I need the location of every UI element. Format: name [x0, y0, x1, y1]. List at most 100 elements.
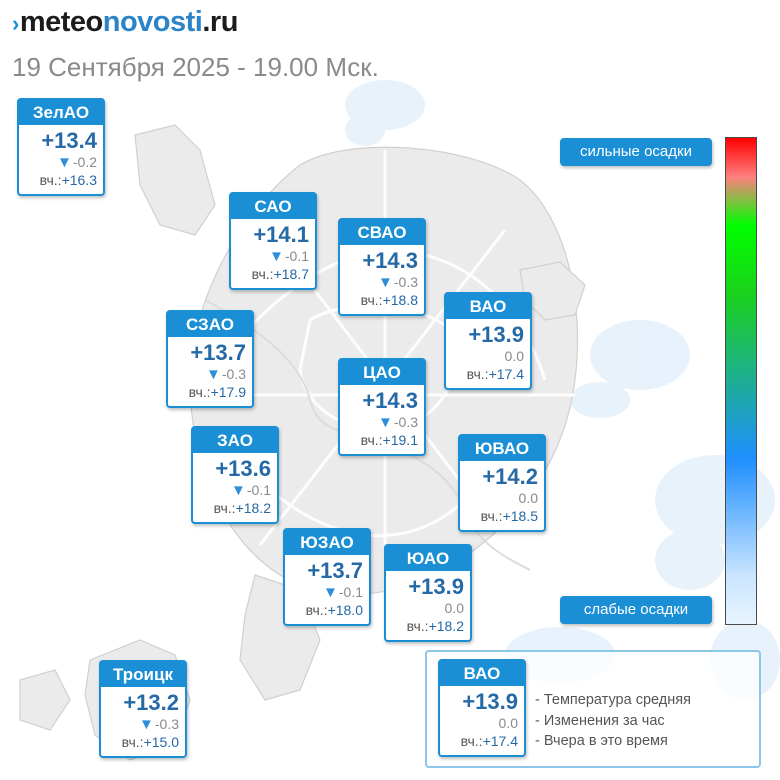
down-arrow-icon: ▼	[231, 482, 246, 499]
district-name: СВАО	[340, 220, 424, 245]
down-arrow-icon: ▼	[139, 716, 154, 733]
temperature-average: +13.2	[123, 690, 179, 715]
hourly-change-value: -0.3	[393, 274, 418, 290]
yesterday-value: +18.5	[502, 508, 538, 524]
district-card-vao[interactable]: ВАО +13.9 0.0 вч.:+17.4	[444, 292, 532, 390]
district-card-sao[interactable]: САО +14.1 ▼-0.1 вч.:+18.7	[229, 192, 317, 290]
hourly-change: ▼-0.3	[340, 414, 424, 431]
forecast-datetime: 19 Сентября 2025 - 19.00 Мск.	[12, 52, 379, 82]
hourly-change-value: 0.0	[504, 348, 524, 364]
yesterday-label: вч.:	[360, 292, 383, 308]
temperature-average: +13.9	[462, 689, 518, 714]
down-arrow-icon: ▼	[323, 584, 338, 601]
district-name: СЗАО	[168, 312, 252, 337]
site-logo[interactable]: ›meteonovosti.ru	[12, 6, 238, 39]
down-arrow-icon: ▼	[57, 154, 72, 171]
yesterday-label: вч.:	[251, 266, 274, 282]
legend-sample-card: ВАО +13.9 0.0 вч.:+17.4	[438, 659, 526, 757]
temperature-average: +14.3	[362, 248, 418, 273]
temperature-average: +14.1	[253, 222, 309, 247]
district-card-szao[interactable]: СЗАО +13.7 ▼-0.3 вч.:+17.9	[166, 310, 254, 408]
district-card-yuvao[interactable]: ЮВАО +14.2 0.0 вч.:+18.5	[458, 434, 546, 532]
yesterday-label: вч.:	[406, 618, 429, 634]
temperature-average: +13.9	[468, 322, 524, 347]
hourly-change-value: 0.0	[444, 600, 464, 616]
hourly-change-value: -0.1	[284, 248, 309, 264]
yesterday-row: вч.:+15.0	[101, 733, 185, 751]
yesterday-value: +18.8	[382, 292, 418, 308]
district-name: САО	[231, 194, 315, 219]
district-card-zelao[interactable]: ЗелАО +13.4 ▼-0.2 вч.:+16.3	[17, 98, 105, 196]
yesterday-value: +16.3	[61, 172, 97, 188]
district-name: ЮВАО	[460, 436, 544, 461]
hourly-change-value: -0.3	[154, 716, 179, 732]
yesterday-row: вч.:+17.4	[440, 732, 524, 750]
temperature-average: +14.2	[482, 464, 538, 489]
hourly-change-value: 0.0	[498, 715, 518, 731]
yesterday-value: +15.0	[143, 734, 179, 750]
hourly-change-value: -0.3	[393, 414, 418, 430]
yesterday-value: +18.2	[235, 500, 271, 516]
temperature-average: +13.9	[408, 574, 464, 599]
hourly-change: ▼-0.3	[340, 274, 424, 291]
district-card-yuao[interactable]: ЮАО +13.9 0.0 вч.:+18.2	[384, 544, 472, 642]
yesterday-label: вч.:	[305, 602, 328, 618]
logo-part-novosti: novosti	[102, 6, 203, 38]
strong-precipitation-label: сильные осадки	[560, 138, 712, 166]
yesterday-row: вч.:+19.1	[340, 431, 424, 449]
legend-line-average: - Температура средняя	[535, 692, 691, 708]
hourly-change: 0.0	[460, 490, 544, 507]
hourly-change: 0.0	[386, 600, 470, 617]
hourly-change: ▼-0.3	[101, 716, 185, 733]
district-name: ВАО	[446, 294, 530, 319]
temperature-average: +14.3	[362, 388, 418, 413]
legend-line-hourly-change: - Изменения за час	[535, 712, 665, 729]
yesterday-row: вч.:+16.3	[19, 171, 103, 189]
legend-descriptions: - Температура средняя - Изменения за час…	[535, 690, 691, 752]
district-card-tsao[interactable]: ЦАО +14.3 ▼-0.3 вч.:+19.1	[338, 358, 426, 456]
yesterday-value: +17.4	[482, 733, 518, 749]
yesterday-row: вч.:+17.9	[168, 383, 252, 401]
yesterday-label: вч.:	[460, 733, 483, 749]
precipitation-color-scale	[725, 137, 757, 625]
hourly-change-value: -0.2	[72, 154, 97, 170]
yesterday-label: вч.:	[39, 172, 62, 188]
yesterday-value: +17.9	[210, 384, 246, 400]
yesterday-row: вч.:+18.2	[193, 499, 277, 517]
district-card-troitsk[interactable]: Троицк +13.2 ▼-0.3 вч.:+15.0	[99, 660, 187, 758]
yesterday-value: +18.0	[327, 602, 363, 618]
temperature-average: +13.7	[190, 340, 246, 365]
yesterday-label: вч.:	[213, 500, 236, 516]
yesterday-value: +17.4	[488, 366, 524, 382]
hourly-change: 0.0	[446, 348, 530, 365]
hourly-change: ▼-0.3	[168, 366, 252, 383]
yesterday-label: вч.:	[188, 384, 211, 400]
district-card-yuzao[interactable]: ЮЗАО +13.7 ▼-0.1 вч.:+18.0	[283, 528, 371, 626]
yesterday-label: вч.:	[121, 734, 144, 750]
hourly-change-value: -0.1	[246, 482, 271, 498]
district-name: ЗАО	[193, 428, 277, 453]
hourly-change-value: -0.3	[221, 366, 246, 382]
temperature-average: +13.7	[307, 558, 363, 583]
hourly-change: ▼-0.1	[193, 482, 277, 499]
legend-line-yesterday: - Вчера в это время	[535, 733, 668, 749]
down-arrow-icon: ▼	[378, 414, 393, 431]
district-name: ЗелАО	[19, 100, 103, 125]
yesterday-row: вч.:+18.8	[340, 291, 424, 309]
district-name: ЮАО	[386, 546, 470, 571]
district-card-zao[interactable]: ЗАО +13.6 ▼-0.1 вч.:+18.2	[191, 426, 279, 524]
yesterday-row: вч.:+17.4	[446, 365, 530, 383]
yesterday-label: вч.:	[360, 432, 383, 448]
yesterday-row: вч.:+18.7	[231, 265, 315, 283]
hourly-change: 0.0	[440, 715, 524, 732]
hourly-change-value: 0.0	[518, 490, 538, 506]
district-name: Троицк	[101, 662, 185, 687]
yesterday-value: +18.7	[273, 266, 309, 282]
temperature-average: +13.6	[215, 456, 271, 481]
district-card-svao[interactable]: СВАО +14.3 ▼-0.3 вч.:+18.8	[338, 218, 426, 316]
logo-mark: ›	[12, 11, 19, 36]
logo-part-domain: .ru	[202, 6, 238, 38]
yesterday-row: вч.:+18.2	[386, 617, 470, 635]
weak-precipitation-label: слабые осадки	[560, 596, 712, 624]
